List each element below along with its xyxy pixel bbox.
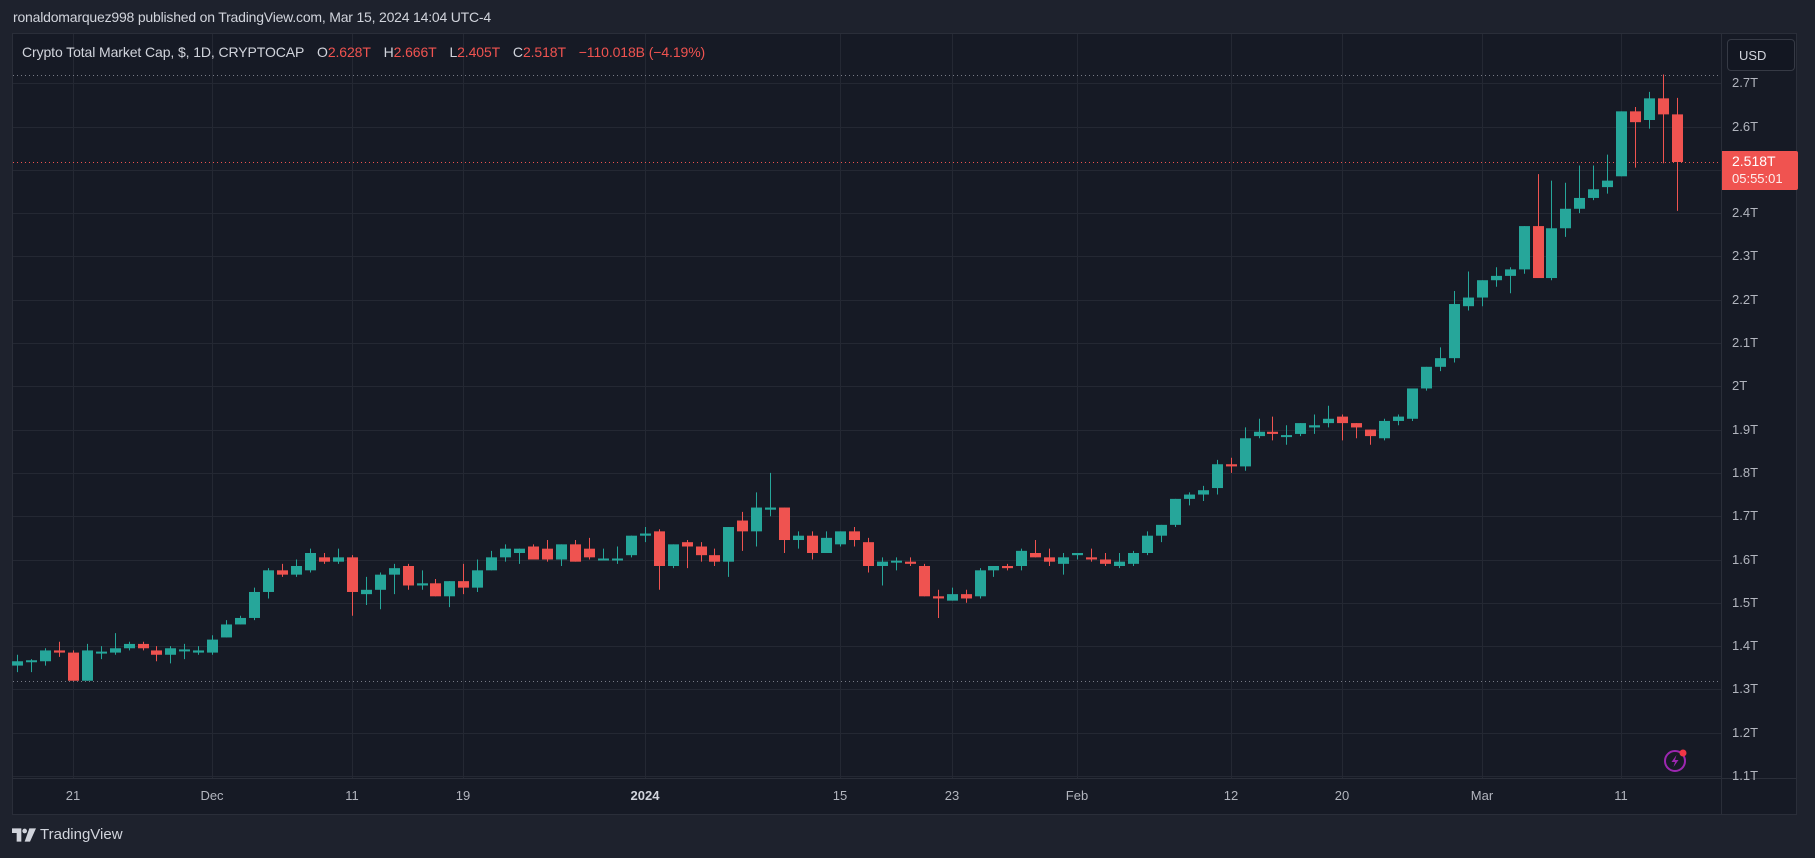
date-tick-label: 15 — [832, 788, 848, 803]
lightning-icon[interactable] — [1662, 746, 1690, 774]
date-tick-label: 23 — [944, 788, 960, 803]
date-tick-label: 12 — [1223, 788, 1239, 803]
high-value: 2.666T — [393, 44, 437, 60]
symbol-title[interactable]: Crypto Total Market Cap, $, 1D, CRYPTOCA… — [22, 44, 305, 60]
date-tick-label: 19 — [455, 788, 471, 803]
low-label: L — [449, 44, 458, 60]
price-tick-label: 1.6T — [1732, 551, 1759, 567]
tradingview-logo[interactable]: TradingView — [12, 826, 123, 843]
price-tick-label: 1.4T — [1732, 638, 1759, 654]
price-tick-label: 1.1T — [1732, 768, 1759, 783]
chart-pane[interactable] — [12, 33, 1797, 815]
close-value: 2.518T — [522, 44, 566, 60]
date-tick-label: 11 — [1614, 788, 1628, 803]
last-price-tag: 2.518T 05:55:01 — [1722, 151, 1798, 190]
price-tick-label: 2.3T — [1732, 248, 1759, 264]
close-label: C — [512, 44, 523, 60]
price-tick-label: 1.7T — [1732, 508, 1759, 524]
date-tick-label: 11 — [345, 788, 359, 803]
change-value: −110.018B (−4.19%) — [578, 44, 706, 60]
date-tick-label: Dec — [200, 788, 224, 803]
date-tick-label: 20 — [1334, 788, 1350, 803]
price-tick-label: 2.7T — [1732, 75, 1759, 91]
date-tick-label: 2024 — [630, 788, 660, 803]
date-tick-label: 21 — [65, 788, 81, 803]
price-tick-label: 2.6T — [1732, 118, 1759, 134]
price-tick-label: 1.8T — [1732, 464, 1759, 480]
publisher-caption: ronaldomarquez998 published on TradingVi… — [13, 9, 491, 25]
currency-button[interactable]: USD — [1727, 39, 1795, 71]
high-label: H — [383, 44, 394, 60]
tradingview-logo-icon — [12, 827, 36, 842]
price-tick-label: 2.4T — [1732, 205, 1759, 221]
price-tick-label: 1.9T — [1732, 421, 1759, 437]
date-tick-label: Feb — [1065, 788, 1089, 803]
date-tick-label: Mar — [1470, 788, 1494, 803]
legend: Crypto Total Market Cap, $, 1D, CRYPTOCA… — [22, 44, 705, 60]
price-tick-label: 2.2T — [1732, 291, 1759, 307]
price-tick-label: 1.5T — [1732, 594, 1759, 610]
candle-countdown: 05:55:01 — [1732, 171, 1783, 186]
price-tick-label: 2T — [1732, 378, 1748, 394]
low-value: 2.405T — [457, 44, 501, 60]
last-price-value: 2.518T — [1732, 153, 1776, 169]
open-value: 2.628T — [327, 44, 371, 60]
open-label: O — [317, 44, 328, 60]
price-tick-label: 1.2T — [1732, 724, 1759, 740]
price-tick-label: 2.1T — [1732, 335, 1759, 350]
price-tick-label: 1.3T — [1732, 681, 1759, 697]
brand-name: TradingView — [40, 826, 123, 843]
